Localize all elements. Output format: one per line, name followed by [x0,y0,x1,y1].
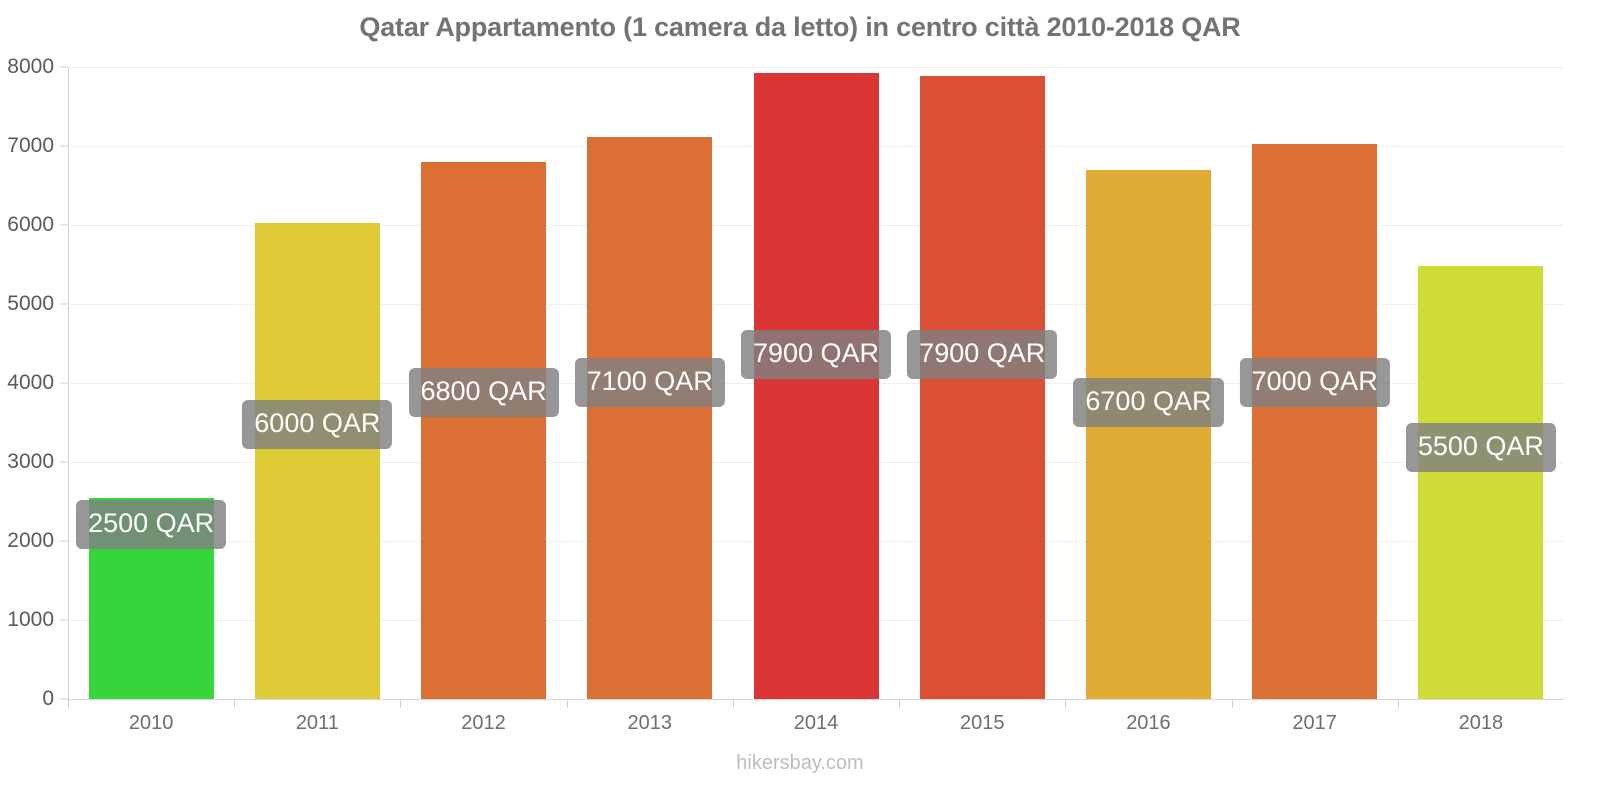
x-axis-tick-mark [1398,699,1399,708]
value-label-2017: 7000 QAR [1239,358,1390,407]
y-axis-tick-mark [60,382,68,384]
bar-2018[interactable] [1418,266,1543,699]
y-axis-tick-mark [60,66,68,68]
y-axis-tick-label: 1000 [7,608,54,631]
bar-2013[interactable] [587,137,712,699]
y-axis-tick-label: 5000 [7,292,54,315]
x-axis-tick-label-2011: 2011 [295,712,339,734]
value-label-2012: 6800 QAR [408,368,559,417]
y-axis-tick-label: 0 [42,687,54,710]
bar-2014[interactable] [754,72,879,699]
value-label-2014: 7900 QAR [740,330,892,379]
chart-title: Qatar Appartamento (1 camera da letto) i… [359,12,1241,42]
x-axis-tick-label-2015: 2015 [959,712,1005,734]
x-axis-tick-mark [733,699,734,708]
x-axis-tick-label-2017: 2017 [1292,712,1337,734]
y-axis-tick-mark [60,224,68,226]
y-axis-tick-mark [60,540,68,542]
value-label-2016: 6700 QAR [1073,378,1224,427]
value-label-2011: 6000 QAR [242,400,393,449]
source-watermark: hikersbay.com [736,752,864,774]
value-label-2010: 2500 QAR [76,500,227,549]
y-axis-tick-mark [60,461,68,463]
x-axis-tick-mark [68,699,69,708]
x-axis-tick-mark [1232,699,1233,708]
x-axis-tick-label-2013: 2013 [627,712,673,734]
bar-2015[interactable] [920,76,1045,699]
y-axis-tick-label: 2000 [7,529,54,552]
x-axis-tick-label-2010: 2010 [128,712,174,734]
y-axis-tick-label: 6000 [7,213,54,236]
bar-2012[interactable] [421,161,546,699]
bar-2011[interactable] [255,222,380,699]
y-axis-tick-mark [60,145,68,147]
x-axis-tick-label-2018: 2018 [1458,712,1504,734]
x-axis-tick-mark [899,699,900,708]
grid-line-0 [68,699,1564,700]
x-axis-tick-mark [400,699,401,708]
grid-line-8000 [68,67,1564,68]
x-axis-tick-label-2016: 2016 [1126,712,1171,734]
y-axis-tick-label: 7000 [7,134,54,157]
y-axis-tick-mark [60,698,68,700]
x-axis-tick-mark [234,699,235,708]
y-axis-tick-mark [60,619,68,621]
x-axis-tick-mark [567,699,568,708]
y-axis-tick-label: 4000 [7,371,54,394]
x-axis-tick-label-2014: 2014 [793,712,839,734]
y-axis-tick-label: 3000 [7,450,54,473]
y-axis-tick-mark [60,303,68,305]
bar-2017[interactable] [1252,143,1377,699]
x-axis-tick-label-2012: 2012 [461,712,506,734]
y-axis-tick-label: 8000 [7,55,54,78]
value-label-2013: 7100 QAR [574,358,725,407]
value-label-2015: 7900 QAR [907,330,1058,379]
value-label-2018: 5500 QAR [1405,423,1556,472]
bar-2016[interactable] [1086,169,1211,699]
x-axis-tick-mark [1065,699,1066,708]
